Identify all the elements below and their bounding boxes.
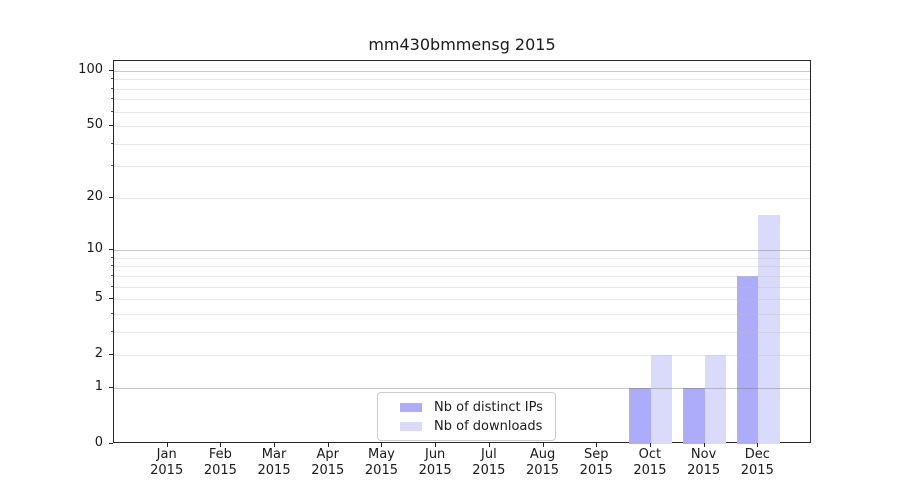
- gridline-y-60: [114, 111, 810, 113]
- bar-distinct-ips-nov: [683, 387, 705, 444]
- legend-item-distinct-ips: Nb of distinct IPs: [378, 399, 543, 415]
- gridline-y-2: [114, 355, 810, 357]
- gridline-y-50: [114, 126, 810, 128]
- x-tick-mark: [435, 443, 437, 447]
- x-tick-label-sep: Sep 2015: [579, 447, 613, 478]
- gridline-y-10: [114, 250, 810, 252]
- x-tick-label-feb: Feb 2015: [203, 447, 237, 478]
- x-tick-label-apr: Apr 2015: [311, 447, 345, 478]
- gridline-y-40: [114, 143, 810, 145]
- x-tick-label-mar: Mar 2015: [257, 447, 291, 478]
- x-tick-label-dec: Dec 2015: [740, 447, 774, 478]
- x-tick-mark: [542, 443, 544, 447]
- bar-downloads-nov: [704, 355, 727, 444]
- x-tick-label-jan: Jan 2015: [150, 447, 184, 478]
- gridline-y-80: [114, 88, 810, 90]
- x-tick-mark: [220, 443, 222, 447]
- x-tick-label-jul: Jul 2015: [472, 447, 506, 478]
- gridline-y-3: [114, 331, 810, 333]
- chart-title: mm430bmmensg 2015: [368, 35, 556, 54]
- bar-downloads-dec: [758, 215, 780, 444]
- y-tick-label-0: 0: [94, 435, 103, 450]
- bars-layer: [114, 61, 810, 444]
- gridline-y-8: [114, 266, 810, 268]
- y-tick-label-5: 5: [94, 290, 103, 306]
- grid-layer: [114, 61, 810, 442]
- x-tick-mark: [488, 443, 490, 447]
- legend-swatch-downloads-icon: [400, 421, 422, 431]
- gridline-y-20: [114, 197, 810, 199]
- x-tick-label-may: May 2015: [364, 447, 398, 478]
- x-tick-mark: [381, 443, 383, 447]
- legend: Nb of distinct IPs Nb of downloads: [377, 392, 556, 441]
- x-tick-mark: [274, 443, 276, 447]
- y-tick-label-20: 20: [86, 188, 103, 204]
- bar-distinct-ips-oct: [629, 387, 651, 444]
- y-tick-label-100: 100: [78, 62, 103, 77]
- legend-swatch-distinct-ips-icon: [400, 402, 422, 412]
- x-tick-label-jun: Jun 2015: [418, 447, 452, 478]
- gridline-y-30: [114, 166, 810, 168]
- x-tick-mark: [327, 443, 329, 447]
- bar-distinct-ips-dec: [736, 275, 759, 444]
- gridline-y-6: [114, 286, 810, 288]
- y-tick-label-1: 1: [94, 378, 103, 394]
- gridline-y-5: [114, 299, 810, 301]
- gridline-y-1: [114, 387, 810, 389]
- gridline-y-70: [114, 99, 810, 101]
- y-tick-mark: [109, 443, 113, 444]
- y-tick-label-50: 50: [86, 117, 103, 133]
- bar-downloads-oct: [650, 355, 673, 444]
- gridline-y-100: [114, 71, 810, 72]
- x-tick-label-nov: Nov 2015: [687, 447, 721, 478]
- plot-area: Nb of distinct IPs Nb of downloads: [113, 60, 811, 444]
- x-tick-label-oct: Oct 2015: [633, 447, 667, 478]
- gridline-y-90: [114, 79, 810, 81]
- y-tick-label-10: 10: [86, 241, 103, 257]
- gridline-y-4: [114, 313, 810, 315]
- x-tick-label-aug: Aug 2015: [525, 447, 560, 478]
- x-tick-mark: [166, 443, 168, 447]
- legend-label-downloads: Nb of downloads: [434, 418, 543, 434]
- gridline-y-7: [114, 275, 810, 277]
- y-tick-label-2: 2: [94, 346, 103, 362]
- legend-item-downloads: Nb of downloads: [378, 418, 543, 434]
- gridline-y-9: [114, 257, 810, 259]
- legend-label-distinct-ips: Nb of distinct IPs: [434, 399, 543, 415]
- x-tick-mark: [596, 443, 598, 447]
